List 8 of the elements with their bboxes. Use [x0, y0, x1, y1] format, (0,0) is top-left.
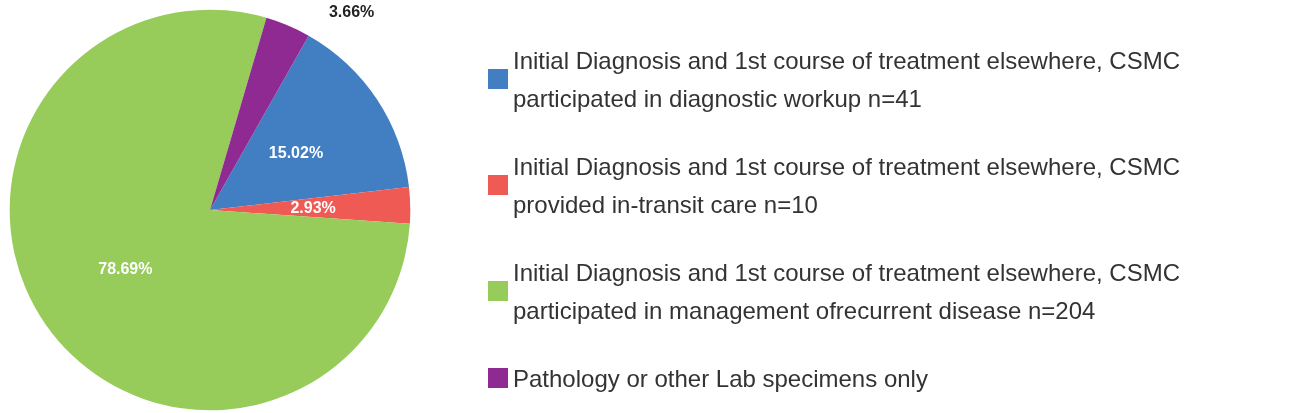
legend-label: Initial Diagnosis and 1st course of treatment elsewhere, CSMC provided in-transit care n=10: [513, 152, 1187, 218]
data-label: 15.02%: [268, 144, 324, 162]
data-label: 3.66%: [328, 3, 375, 21]
legend-label: Initial Diagnosis and 1st course of treatment elsewhere, CSMC participated in management ofrecurrent disease n=204: [513, 258, 1187, 324]
data-label: 2.93%: [290, 199, 336, 217]
legend-label: Pathology or other Lab specimens only: [513, 364, 928, 392]
legend-label: Initial Diagnosis and 1st course of treatment elsewhere, CSMC participated in diagnostic workup n=41: [513, 46, 1187, 112]
data-label: 78.69%: [98, 260, 153, 278]
